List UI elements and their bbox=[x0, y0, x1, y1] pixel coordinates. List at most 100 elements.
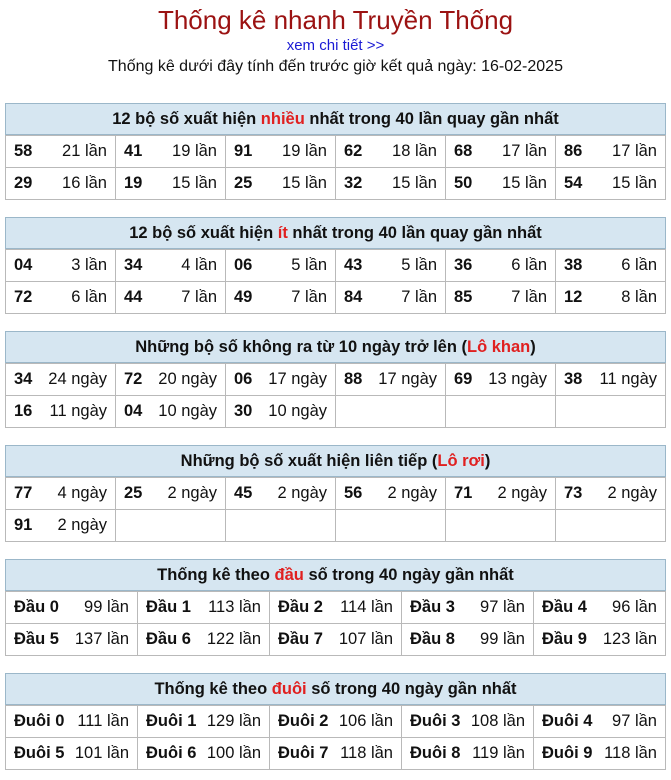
stat-count: 137 lần bbox=[74, 630, 129, 648]
table-cell: Đuôi 5 101 lần bbox=[5, 737, 138, 770]
stat-count: 118 lần bbox=[340, 744, 393, 762]
section-title-text: 12 bộ số xuất hiện bbox=[112, 110, 261, 128]
table-cell: 58 21 lần bbox=[5, 135, 116, 168]
table-cell bbox=[335, 395, 446, 428]
table-cell: Đầu 8 99 lần bbox=[401, 623, 534, 656]
stat-label: 04 bbox=[124, 402, 143, 420]
table-cell: 34 24 ngày bbox=[5, 363, 116, 396]
table-row: 77 4 ngày 25 2 ngày 45 2 ngày 56 2 ngày 71 2 ngày… bbox=[5, 477, 666, 510]
table-cell bbox=[225, 509, 336, 542]
table-row: 04 3 lần 34 4 lần 06 5 lần 43 5 lần 36 6 lần 38 6 l… bbox=[5, 249, 666, 282]
table-cell: 41 19 lần bbox=[115, 135, 226, 168]
stat-label: Đầu 4 bbox=[542, 598, 587, 616]
table-cell: 32 15 lần bbox=[335, 167, 446, 200]
stat-count: 4 lần bbox=[181, 256, 217, 274]
stat-label: Đầu 0 bbox=[14, 598, 59, 616]
stat-count: 113 lần bbox=[208, 598, 261, 616]
stat-count: 101 lần bbox=[74, 744, 129, 762]
stat-label: 77 bbox=[14, 484, 33, 502]
section-title-text: nhất trong 40 lần quay gần nhất bbox=[287, 224, 542, 242]
table-row: 91 2 ngày bbox=[5, 509, 666, 542]
table-cell: 25 15 lần bbox=[225, 167, 336, 200]
table-cell: Đầu 2 114 lần bbox=[269, 591, 402, 624]
stat-count: 100 lần bbox=[206, 744, 261, 762]
section-title-text: Những bộ số xuất hiện liên tiếp ( bbox=[180, 452, 438, 470]
section-title: Thống kê theo đầu số trong 40 ngày gần n… bbox=[5, 559, 666, 591]
table-cell bbox=[335, 509, 446, 542]
stat-label: Đầu 5 bbox=[14, 630, 59, 648]
stat-label: Đuôi 3 bbox=[410, 712, 461, 730]
stat-label: 06 bbox=[234, 370, 253, 388]
table-cell: 06 5 lần bbox=[225, 249, 336, 282]
table-cell: Đầu 3 97 lần bbox=[401, 591, 534, 624]
stat-count: 2 ngày bbox=[607, 484, 657, 502]
table-cell: Đuôi 8 119 lần bbox=[401, 737, 534, 770]
stats-table: 58 21 lần 41 19 lần 91 19 lần 62 18 lần 68 17 lần… bbox=[5, 135, 666, 200]
stat-label: Đầu 7 bbox=[278, 630, 323, 648]
stat-label: 68 bbox=[454, 142, 473, 160]
stat-label: 62 bbox=[344, 142, 363, 160]
stat-label: 12 bbox=[564, 288, 583, 306]
table-cell: 04 3 lần bbox=[5, 249, 116, 282]
stat-label: 30 bbox=[234, 402, 253, 420]
stat-count: 2 ngày bbox=[57, 516, 107, 534]
stat-count: 15 lần bbox=[392, 174, 437, 192]
table-cell: 69 13 ngày bbox=[445, 363, 556, 396]
stat-label: 34 bbox=[14, 370, 33, 388]
table-cell: 38 6 lần bbox=[555, 249, 666, 282]
table-cell: 38 11 ngày bbox=[555, 363, 666, 396]
stat-label: 36 bbox=[454, 256, 473, 274]
stat-label: Đầu 6 bbox=[146, 630, 191, 648]
table-cell: 36 6 lần bbox=[445, 249, 556, 282]
stat-count: 106 lần bbox=[338, 712, 393, 730]
stat-label: 54 bbox=[564, 174, 583, 192]
page-title: Thống kê nhanh Truyền Thống bbox=[157, 5, 514, 35]
section-title: Những bộ số xuất hiện liên tiếp (Lô rơi) bbox=[5, 445, 666, 477]
stat-count: 16 lần bbox=[62, 174, 107, 192]
stat-label: Đuôi 5 bbox=[14, 744, 65, 762]
stat-label: Đầu 2 bbox=[278, 598, 323, 616]
lo-khan-section: Những bộ số không ra từ 10 ngày trở lên … bbox=[5, 331, 666, 428]
stat-label: 88 bbox=[344, 370, 363, 388]
stat-count: 10 ngày bbox=[268, 402, 327, 420]
table-cell: 71 2 ngày bbox=[445, 477, 556, 510]
stat-label: 72 bbox=[14, 288, 33, 306]
table-cell: 43 5 lần bbox=[335, 249, 446, 282]
table-cell: 49 7 lần bbox=[225, 281, 336, 314]
stat-count: 2 ngày bbox=[387, 484, 437, 502]
stat-count: 19 lần bbox=[172, 142, 217, 160]
table-cell: 73 2 ngày bbox=[555, 477, 666, 510]
table-row: 16 11 ngày 04 10 ngày 30 10 ngày bbox=[5, 395, 666, 428]
stat-count: 2 ngày bbox=[167, 484, 217, 502]
table-cell: Đuôi 6 100 lần bbox=[137, 737, 270, 770]
stat-label: 19 bbox=[124, 174, 143, 192]
stat-label: 16 bbox=[14, 402, 33, 420]
stats-table: 34 24 ngày 72 20 ngày 06 17 ngày 88 17 ngày 69 13… bbox=[5, 363, 666, 428]
table-cell bbox=[445, 509, 556, 542]
table-row: Đuôi 0 111 lần Đuôi 1 129 lần Đuôi 2 106 lần Đ… bbox=[5, 705, 666, 738]
stat-count: 7 lần bbox=[181, 288, 217, 306]
table-row: 29 16 lần 19 15 lần 25 15 lần 32 15 lần 50 15 lần… bbox=[5, 167, 666, 200]
stat-count: 6 lần bbox=[71, 288, 107, 306]
table-cell bbox=[115, 509, 226, 542]
table-cell: 19 15 lần bbox=[115, 167, 226, 200]
table-cell: Đuôi 0 111 lần bbox=[5, 705, 138, 738]
section-title-highlight: đầu bbox=[274, 566, 304, 584]
table-cell: 50 15 lần bbox=[445, 167, 556, 200]
section-title-highlight: Lô rơi bbox=[437, 452, 485, 470]
stat-count: 8 lần bbox=[621, 288, 657, 306]
section-title-text: Những bộ số không ra từ 10 ngày trở lên … bbox=[135, 338, 467, 356]
stat-count: 20 ngày bbox=[158, 370, 217, 388]
see-details-link[interactable]: xem chi tiết >> bbox=[286, 37, 385, 54]
stat-label: 38 bbox=[564, 370, 583, 388]
table-cell: 62 18 lần bbox=[335, 135, 446, 168]
stat-count: 119 lần bbox=[472, 744, 525, 762]
table-cell: 12 8 lần bbox=[555, 281, 666, 314]
stats-table: 77 4 ngày 25 2 ngày 45 2 ngày 56 2 ngày 71 2 ngày… bbox=[5, 477, 666, 542]
stat-label: 50 bbox=[454, 174, 473, 192]
section-title-text: số trong 40 ngày gần nhất bbox=[303, 566, 514, 584]
stat-label: Đuôi 8 bbox=[410, 744, 461, 762]
stat-label: 41 bbox=[124, 142, 143, 160]
stat-count: 5 lần bbox=[291, 256, 327, 274]
stat-label: 58 bbox=[14, 142, 33, 160]
